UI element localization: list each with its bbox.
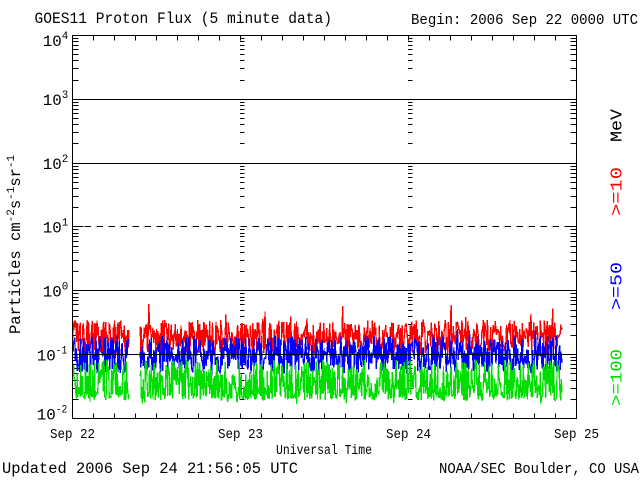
svg-text:101: 101 xyxy=(43,218,69,238)
svg-text:10-1: 10-1 xyxy=(37,345,68,365)
svg-text:>=10: >=10 xyxy=(609,167,628,216)
svg-text:104: 104 xyxy=(43,31,69,51)
svg-text:MeV: MeV xyxy=(609,108,628,142)
svg-text:NOAA/SEC Boulder, CO USA: NOAA/SEC Boulder, CO USA xyxy=(439,461,639,478)
svg-text:102: 102 xyxy=(43,154,69,174)
svg-text:Particles cm-2s-1sr-1: Particles cm-2s-1sr-1 xyxy=(6,154,25,334)
svg-text:>=100: >=100 xyxy=(609,349,628,406)
svg-text:Sep 22: Sep 22 xyxy=(50,428,95,443)
svg-text:>=50: >=50 xyxy=(609,262,628,310)
svg-text:Sep 24: Sep 24 xyxy=(386,428,431,443)
svg-text:Universal Time: Universal Time xyxy=(276,444,372,459)
svg-text:GOES11 Proton Flux (5 minute d: GOES11 Proton Flux (5 minute data) xyxy=(35,10,333,28)
svg-text:100: 100 xyxy=(43,281,69,301)
svg-text:10-2: 10-2 xyxy=(37,405,68,425)
svg-text:Sep 23: Sep 23 xyxy=(218,428,263,443)
svg-text:Sep 25: Sep 25 xyxy=(554,428,599,443)
svg-text:Begin: 2006 Sep 22 0000 UTC: Begin: 2006 Sep 22 0000 UTC xyxy=(411,12,638,29)
svg-text:Updated 2006 Sep 24 21:56:05 U: Updated 2006 Sep 24 21:56:05 UTC xyxy=(2,460,298,478)
svg-text:103: 103 xyxy=(43,90,69,110)
